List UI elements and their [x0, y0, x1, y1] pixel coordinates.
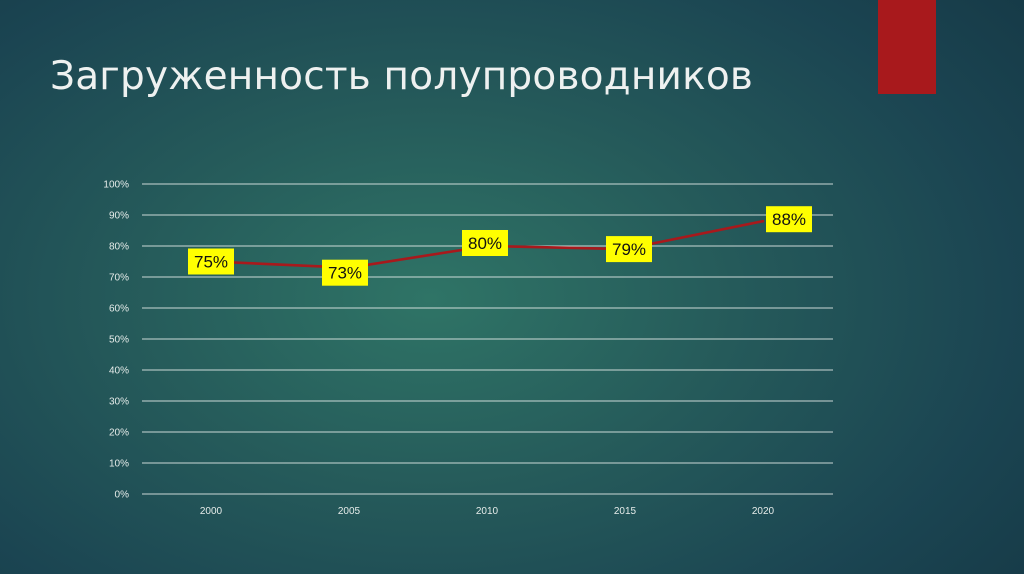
data-labels: 75% 73% 80% 79% 88% — [188, 206, 812, 286]
data-label: 75% — [188, 248, 234, 275]
x-tick-label: 2015 — [614, 506, 637, 517]
data-label-box — [766, 206, 812, 233]
y-axis-tick-labels: 0% 10% 20% 30% 40% 50% 60% 70% 80% 90% 100% — [103, 180, 129, 501]
data-label: 73% — [322, 259, 368, 286]
data-label-value: 75% — [194, 253, 228, 272]
y-tick-label: 40% — [109, 366, 129, 377]
x-tick-label: 2005 — [338, 506, 361, 517]
y-tick-label: 80% — [109, 242, 129, 253]
data-label: 88% — [766, 206, 812, 233]
y-tick-label: 60% — [109, 304, 129, 315]
gridlines — [142, 183, 833, 495]
data-label-value: 80% — [468, 234, 502, 253]
data-label: 79% — [606, 236, 652, 263]
y-tick-label: 100% — [103, 180, 129, 191]
x-axis-tick-labels: 2000 2005 2010 2015 2020 — [200, 506, 775, 517]
data-label-box — [462, 230, 508, 256]
x-tick-label: 2020 — [752, 506, 775, 517]
x-tick-label: 2010 — [476, 506, 499, 517]
y-tick-label: 50% — [109, 335, 129, 346]
y-tick-label: 20% — [109, 428, 129, 439]
x-tick-label: 2000 — [200, 506, 223, 517]
y-tick-label: 10% — [109, 459, 129, 470]
accent-bar — [878, 0, 936, 94]
data-label: 80% — [462, 230, 508, 256]
y-tick-label: 90% — [109, 211, 129, 222]
data-label-value: 73% — [328, 264, 362, 283]
page-title: Загруженность полупроводников — [50, 54, 754, 99]
data-label-box — [188, 248, 234, 275]
data-label-value: 79% — [612, 240, 646, 259]
data-label-value: 88% — [772, 210, 806, 229]
data-label-box — [606, 236, 652, 263]
y-tick-label: 0% — [115, 490, 130, 501]
y-tick-label: 30% — [109, 397, 129, 408]
y-tick-label: 70% — [109, 273, 129, 284]
data-label-box — [322, 259, 368, 286]
